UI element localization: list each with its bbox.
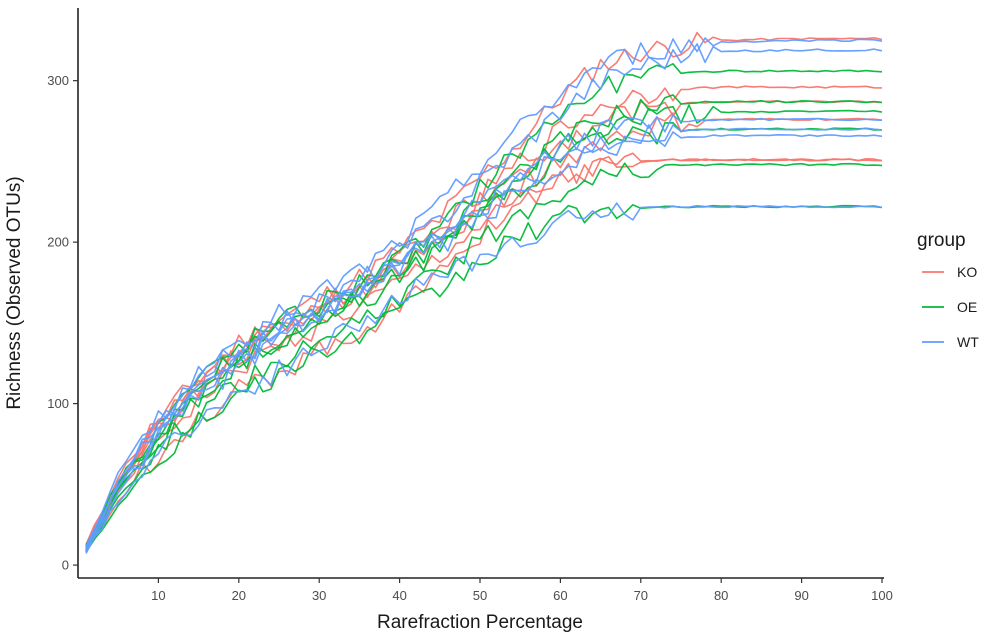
series-line-wt (85, 37, 883, 549)
series-line-oe (85, 122, 883, 548)
x-tick-label: 90 (794, 588, 808, 603)
series-line-wt (85, 202, 883, 553)
x-ticks: 10 20 30 40 50 60 70 80 90 100 (151, 578, 893, 603)
series-line-oe (85, 162, 883, 553)
series-line-oe (85, 94, 883, 546)
y-ticks: 0 100 200 300 (47, 73, 78, 573)
x-tick-label: 60 (553, 588, 567, 603)
plot-lines (85, 31, 883, 554)
series-line-wt (85, 124, 883, 549)
series-line-ko (85, 112, 883, 553)
series-line-wt (85, 43, 883, 547)
series-line-oe (85, 104, 883, 551)
x-tick-label: 10 (151, 588, 165, 603)
legend-title: group (917, 230, 966, 251)
y-tick-label: 100 (47, 396, 69, 411)
y-axis-title: Richness (Observed OTUs) (4, 176, 25, 409)
series-line-wt (85, 131, 883, 554)
y-tick-label: 0 (62, 558, 69, 573)
y-tick-label: 300 (47, 73, 69, 88)
series-line-ko (85, 31, 883, 546)
y-tick-label: 200 (47, 235, 69, 250)
series-line-ko (85, 85, 883, 552)
x-axis-title: Rarefraction Percentage (377, 612, 583, 633)
x-tick-label: 40 (392, 588, 406, 603)
axes: 10 20 30 40 50 60 70 80 90 100 0 100 200 300 (47, 8, 893, 603)
series-line-wt (85, 114, 883, 552)
legend: group KO OE WT (917, 230, 979, 350)
legend-label-oe: OE (957, 299, 977, 315)
legend-label-wt: WT (957, 334, 979, 350)
x-tick-label: 70 (634, 588, 648, 603)
x-tick-label: 50 (473, 588, 487, 603)
x-tick-label: 20 (232, 588, 246, 603)
series-line-oe (85, 62, 883, 547)
legend-label-ko: KO (957, 264, 977, 280)
x-tick-label: 100 (871, 588, 893, 603)
x-tick-label: 80 (714, 588, 728, 603)
x-tick-label: 30 (312, 588, 326, 603)
